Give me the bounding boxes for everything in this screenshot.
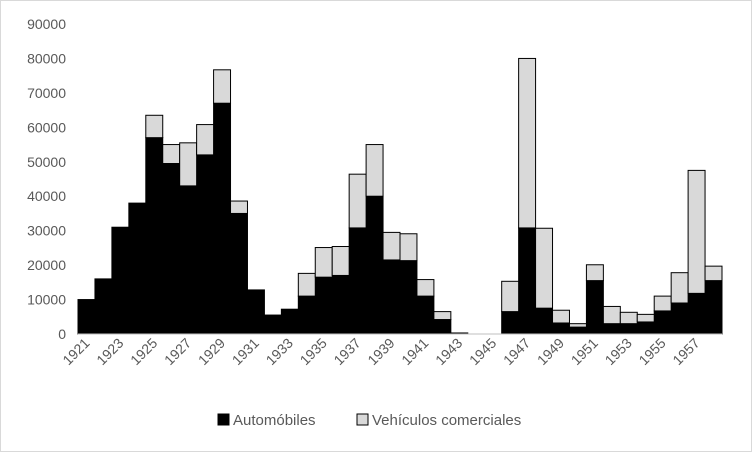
bar-commercial-1930 bbox=[230, 200, 248, 214]
legend-swatch-0 bbox=[217, 413, 230, 426]
y-tick-label-5: 50000 bbox=[27, 154, 66, 170]
y-tick-label-6: 60000 bbox=[27, 119, 66, 135]
x-tick-label-1947: 1947 bbox=[500, 335, 533, 368]
bar-automobiles-1936 bbox=[331, 274, 350, 335]
bar-automobiles-1939 bbox=[382, 259, 401, 335]
bar-commercial-1947 bbox=[518, 57, 537, 229]
bar-commercial-1955 bbox=[653, 295, 672, 312]
x-tick-label-1945: 1945 bbox=[466, 335, 499, 368]
bar-commercial-1926 bbox=[162, 144, 181, 165]
x-tick-label-1937: 1937 bbox=[330, 335, 363, 368]
bar-automobiles-1956 bbox=[670, 302, 689, 335]
x-tick-label-1939: 1939 bbox=[364, 335, 397, 368]
bar-commercial-1936 bbox=[331, 246, 350, 276]
y-tick-label-0: 0 bbox=[58, 326, 66, 342]
bar-automobiles-1929 bbox=[213, 102, 232, 335]
bar-automobiles-1958 bbox=[704, 280, 723, 335]
bar-automobiles-1955 bbox=[653, 310, 672, 335]
x-tick-label-1953: 1953 bbox=[602, 335, 635, 368]
bar-automobiles-1953 bbox=[619, 323, 638, 335]
bar-commercial-1956 bbox=[670, 272, 689, 304]
bar-automobiles-1922 bbox=[94, 278, 113, 335]
bar-automobiles-1935 bbox=[314, 276, 333, 335]
bar-commercial-1927 bbox=[179, 142, 198, 187]
x-tick-label-1935: 1935 bbox=[297, 335, 330, 368]
y-tick-label-4: 40000 bbox=[27, 188, 66, 204]
x-tick-label-1929: 1929 bbox=[195, 335, 228, 368]
bar-automobiles-1926 bbox=[162, 163, 181, 335]
bar-commercial-1957 bbox=[687, 169, 706, 294]
x-tick-label-1941: 1941 bbox=[398, 335, 431, 368]
bar-automobiles-1932 bbox=[263, 314, 282, 335]
y-tick-label-7: 70000 bbox=[27, 85, 66, 101]
bar-commercial-1938 bbox=[365, 144, 384, 197]
bar-automobiles-1948 bbox=[535, 307, 554, 335]
bar-commercial-1929 bbox=[213, 69, 232, 104]
bar-automobiles-1957 bbox=[687, 292, 706, 335]
bar-automobiles-1933 bbox=[280, 308, 299, 335]
y-tick-label-2: 20000 bbox=[27, 257, 66, 273]
bar-commercial-1951 bbox=[585, 264, 604, 282]
bar-automobiles-1940 bbox=[399, 260, 418, 335]
bar-commercial-1954 bbox=[636, 313, 655, 323]
bar-commercial-1935 bbox=[314, 247, 333, 278]
bar-automobiles-1950 bbox=[568, 326, 587, 335]
x-tick-label-1923: 1923 bbox=[93, 335, 126, 368]
x-tick-label-1957: 1957 bbox=[669, 335, 702, 368]
x-tick-label-1949: 1949 bbox=[534, 335, 567, 368]
bar-automobiles-1954 bbox=[636, 321, 655, 335]
bar-commercial-1928 bbox=[196, 124, 215, 156]
bar-commercial-1934 bbox=[297, 272, 316, 297]
bar-automobiles-1947 bbox=[518, 227, 537, 335]
bar-automobiles-1942 bbox=[433, 319, 452, 335]
x-tick-label-1927: 1927 bbox=[161, 335, 194, 368]
bar-commercial-1958 bbox=[704, 265, 723, 282]
bar-automobiles-1924 bbox=[128, 202, 147, 335]
legend-label-1: Vehículos comerciales bbox=[372, 412, 521, 429]
bar-automobiles-1923 bbox=[111, 226, 130, 335]
bar-commercial-1942 bbox=[433, 311, 452, 321]
bar-commercial-1950 bbox=[568, 323, 587, 328]
x-tick-label-1951: 1951 bbox=[568, 335, 601, 368]
bar-commercial-1948 bbox=[535, 227, 554, 309]
x-tick-label-1943: 1943 bbox=[432, 335, 465, 368]
bar-automobiles-1930 bbox=[230, 212, 248, 335]
bar-automobiles-1934 bbox=[297, 295, 316, 335]
legend: Automóbiles Vehículos comerciales bbox=[217, 412, 521, 429]
bar-automobiles-1921 bbox=[77, 299, 96, 335]
bar-commercial-1941 bbox=[416, 279, 435, 297]
bar-automobiles-1927 bbox=[179, 185, 198, 335]
x-tick-label-1931: 1931 bbox=[229, 335, 262, 368]
x-tick-label-1933: 1933 bbox=[263, 335, 296, 368]
bar-automobiles-1952 bbox=[602, 323, 621, 335]
x-tick-label-1925: 1925 bbox=[127, 335, 160, 368]
bar-automobiles-1941 bbox=[416, 295, 435, 335]
y-tick-label-1: 10000 bbox=[27, 292, 66, 308]
y-tick-label-9: 90000 bbox=[27, 16, 66, 32]
bar-automobiles-1938 bbox=[365, 195, 384, 335]
legend-swatch-1 bbox=[356, 413, 369, 426]
bar-automobiles-1937 bbox=[348, 227, 367, 335]
bar-commercial-1925 bbox=[145, 114, 164, 139]
bar-automobiles-1946 bbox=[501, 311, 520, 335]
bar-commercial-1949 bbox=[552, 309, 570, 324]
y-tick-label-8: 80000 bbox=[27, 50, 66, 66]
bar-automobiles-1949 bbox=[552, 322, 570, 335]
legend-label-0: Automóbiles bbox=[233, 412, 316, 429]
bar-automobiles-1925 bbox=[145, 137, 164, 335]
bar-commercial-1952 bbox=[602, 305, 621, 325]
bar-commercial-1939 bbox=[382, 231, 401, 261]
bar-commercial-1940 bbox=[399, 233, 418, 262]
bar-commercial-1946 bbox=[501, 280, 520, 313]
bar-automobiles-1928 bbox=[196, 154, 215, 335]
bar-automobiles-1951 bbox=[585, 280, 604, 335]
y-tick-label-3: 30000 bbox=[27, 223, 66, 239]
x-tick-label-1955: 1955 bbox=[635, 335, 668, 368]
bar-commercial-1937 bbox=[348, 173, 367, 229]
bar-commercial-1953 bbox=[619, 311, 638, 325]
bar-automobiles-1931 bbox=[246, 289, 265, 335]
